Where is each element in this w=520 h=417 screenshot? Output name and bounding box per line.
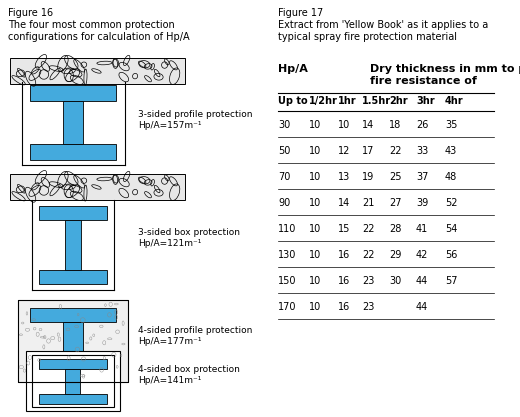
Text: 50: 50: [278, 146, 290, 156]
Text: Hp/A: Hp/A: [278, 64, 308, 74]
Text: 22: 22: [362, 224, 374, 234]
Text: 41: 41: [416, 224, 428, 234]
Text: 44: 44: [416, 276, 428, 286]
Text: 57: 57: [445, 276, 458, 286]
Text: 3-sided profile protection: 3-sided profile protection: [138, 110, 252, 119]
Bar: [39, 359, 107, 369]
Text: Hp/A=157m⁻¹: Hp/A=157m⁻¹: [138, 121, 201, 130]
Bar: [39, 206, 107, 220]
Text: 170: 170: [278, 302, 296, 312]
Text: Figure 16: Figure 16: [8, 8, 53, 18]
Text: 26: 26: [416, 120, 428, 130]
Bar: [39, 394, 107, 404]
Text: Dry thickness in mm to provide: Dry thickness in mm to provide: [370, 64, 520, 74]
Text: 23: 23: [362, 276, 374, 286]
Text: 110: 110: [278, 224, 296, 234]
Text: Hp/A=141m⁻¹: Hp/A=141m⁻¹: [138, 376, 201, 385]
Bar: [63, 100, 83, 143]
Bar: [63, 322, 83, 360]
Text: 54: 54: [445, 224, 457, 234]
Text: 15: 15: [338, 224, 350, 234]
Text: 70: 70: [278, 172, 290, 182]
Text: 1hr: 1hr: [338, 96, 357, 106]
Text: 23: 23: [362, 302, 374, 312]
Bar: [18, 300, 128, 382]
Text: 10: 10: [309, 198, 321, 208]
Text: 29: 29: [389, 250, 401, 260]
Bar: [26, 351, 120, 411]
Text: fire resistance of: fire resistance of: [370, 76, 477, 86]
Text: 39: 39: [416, 198, 428, 208]
Text: 13: 13: [338, 172, 350, 182]
Text: 42: 42: [416, 250, 428, 260]
Text: 10: 10: [309, 250, 321, 260]
Text: 22: 22: [362, 250, 374, 260]
Text: 30: 30: [278, 120, 290, 130]
Text: 27: 27: [389, 198, 401, 208]
Bar: [30, 143, 116, 159]
Text: 1/2hr: 1/2hr: [309, 96, 338, 106]
Text: 21: 21: [362, 198, 374, 208]
Text: 37: 37: [416, 172, 428, 182]
Bar: [39, 270, 107, 284]
Bar: [65, 220, 81, 270]
Text: 44: 44: [416, 302, 428, 312]
Bar: [18, 300, 128, 382]
Text: 56: 56: [445, 250, 457, 260]
Text: 2hr: 2hr: [389, 96, 408, 106]
Text: Hp/A=121m⁻¹: Hp/A=121m⁻¹: [138, 239, 201, 248]
Text: 10: 10: [338, 120, 350, 130]
Text: 48: 48: [445, 172, 457, 182]
Text: 43: 43: [445, 146, 457, 156]
Text: 14: 14: [362, 120, 374, 130]
Bar: [30, 360, 116, 374]
Text: Up to: Up to: [278, 96, 307, 106]
Text: 18: 18: [389, 120, 401, 130]
Bar: [66, 369, 81, 394]
Bar: [10, 58, 185, 84]
Text: 10: 10: [309, 224, 321, 234]
Text: 30: 30: [389, 276, 401, 286]
Text: 4-sided box protection: 4-sided box protection: [138, 365, 240, 374]
Bar: [10, 174, 185, 200]
Text: Extract from 'Yellow Book' as it applies to a
typical spray fire protection mate: Extract from 'Yellow Book' as it applies…: [278, 20, 488, 42]
Text: 10: 10: [309, 120, 321, 130]
Text: 19: 19: [362, 172, 374, 182]
Text: 130: 130: [278, 250, 296, 260]
Text: 3-sided box protection: 3-sided box protection: [138, 228, 240, 237]
Text: 1.5hr: 1.5hr: [362, 96, 391, 106]
Text: 90: 90: [278, 198, 290, 208]
Text: 16: 16: [338, 250, 350, 260]
Text: Figure 17: Figure 17: [278, 8, 323, 18]
Text: 28: 28: [389, 224, 401, 234]
Bar: [30, 308, 116, 322]
Text: 17: 17: [362, 146, 374, 156]
Text: 35: 35: [445, 120, 457, 130]
Text: The four most common protection
configurations for calculation of Hp/A: The four most common protection configur…: [8, 20, 190, 42]
Text: 10: 10: [309, 146, 321, 156]
Bar: [32, 355, 114, 407]
Text: 33: 33: [416, 146, 428, 156]
Text: 150: 150: [278, 276, 296, 286]
Text: 16: 16: [338, 276, 350, 286]
Text: 10: 10: [309, 302, 321, 312]
Text: 10: 10: [309, 276, 321, 286]
Text: 14: 14: [338, 198, 350, 208]
Text: 10: 10: [309, 172, 321, 182]
Text: Hp/A=177m⁻¹: Hp/A=177m⁻¹: [138, 337, 201, 346]
Text: 52: 52: [445, 198, 458, 208]
Text: 22: 22: [389, 146, 401, 156]
Text: 4hr: 4hr: [445, 96, 464, 106]
Text: 16: 16: [338, 302, 350, 312]
Bar: [30, 85, 116, 100]
Text: 25: 25: [389, 172, 401, 182]
Text: 4-sided profile protection: 4-sided profile protection: [138, 326, 252, 335]
Text: 3hr: 3hr: [416, 96, 435, 106]
Text: 12: 12: [338, 146, 350, 156]
